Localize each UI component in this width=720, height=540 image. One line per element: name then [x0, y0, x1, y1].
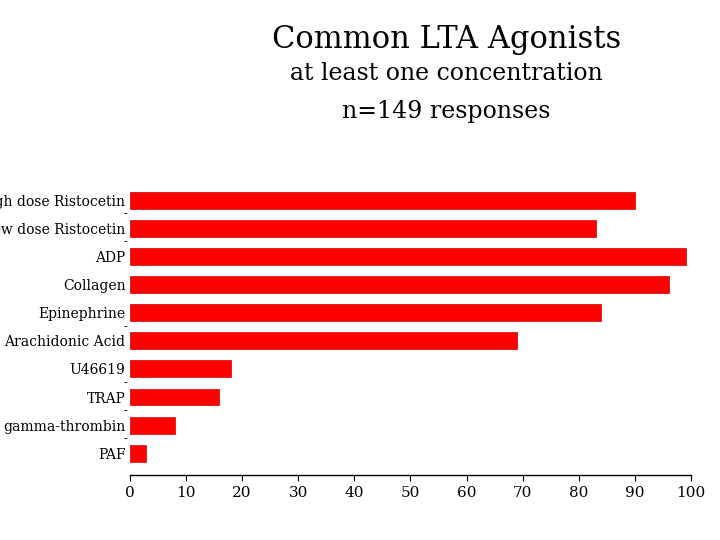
Text: n=149 responses: n=149 responses — [342, 100, 551, 123]
Text: at least one concentration: at least one concentration — [290, 62, 603, 85]
Text: -: - — [123, 406, 127, 416]
Text: Common LTA Agonists: Common LTA Agonists — [271, 24, 621, 55]
Bar — [130, 389, 220, 406]
Bar — [130, 192, 635, 208]
Text: -: - — [123, 322, 127, 332]
Text: -: - — [123, 237, 127, 247]
Bar — [130, 417, 174, 434]
Text: -: - — [123, 209, 127, 219]
Bar — [130, 332, 517, 349]
Bar — [130, 361, 230, 377]
Text: -: - — [123, 434, 127, 444]
Bar — [130, 276, 669, 293]
Text: -: - — [123, 378, 127, 388]
Bar — [130, 220, 595, 237]
Bar — [130, 248, 685, 265]
Bar — [130, 445, 146, 462]
Bar — [130, 304, 601, 321]
